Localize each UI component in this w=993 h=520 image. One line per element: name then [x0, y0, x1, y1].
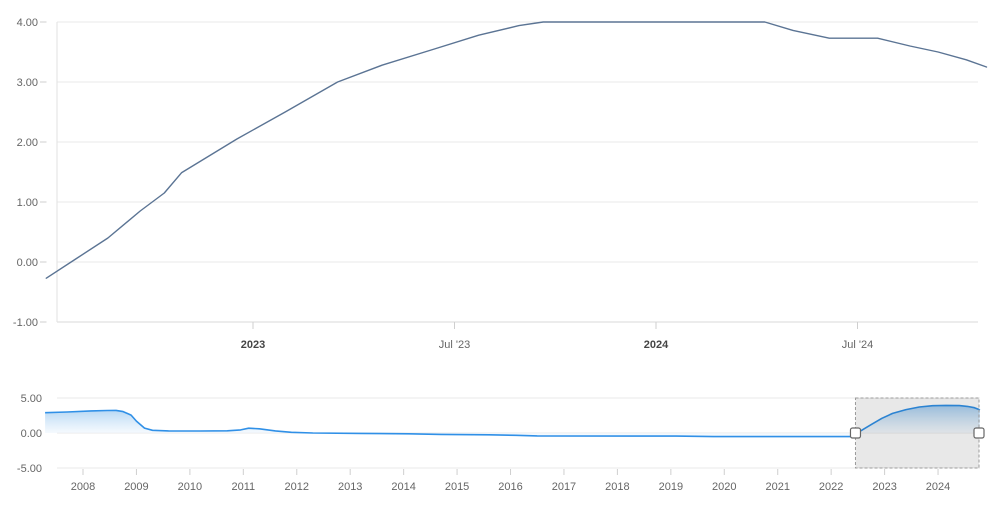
- nav-x-axis-label: 2024: [926, 481, 950, 493]
- navigator-series-line: [45, 404, 981, 438]
- main-x-axis-label: 2023: [241, 339, 265, 351]
- main-x-axis-label: Jul '24: [842, 339, 873, 351]
- nav-x-axis-label: 2022: [819, 481, 843, 493]
- nav-x-axis-label: 2013: [338, 481, 362, 493]
- nav-x-axis-label: 2018: [605, 481, 629, 493]
- nav-x-axis-label: 2011: [231, 481, 255, 493]
- main-y-axis-label: 3.00: [17, 77, 38, 89]
- main-y-axis-label: 1.00: [17, 197, 38, 209]
- main-x-axis-label: Jul '23: [439, 339, 470, 351]
- main-series-line: [45, 21, 988, 279]
- nav-x-axis-label: 2017: [552, 481, 576, 493]
- main-y-axis-label: -1.00: [13, 317, 38, 329]
- navigator-series-area: [45, 405, 981, 437]
- navigator[interactable]: 5.00 0.00 -5.00 2008 2009 2010 2011 2012 2013 201…: [17, 393, 985, 493]
- nav-x-axis-label: 2021: [765, 481, 789, 493]
- nav-x-axis-label: 2015: [445, 481, 469, 493]
- nav-x-axis-label: 2014: [391, 481, 415, 493]
- nav-x-axis-label: 2008: [71, 481, 95, 493]
- nav-y-axis-label: 5.00: [21, 393, 42, 405]
- nav-x-axis-label: 2009: [124, 481, 148, 493]
- main-y-axis-label: 2.00: [17, 137, 38, 149]
- navigator-selected-range[interactable]: [854, 397, 980, 469]
- main-y-axis-label: 0.00: [17, 257, 38, 269]
- nav-y-axis-label: 0.00: [21, 428, 42, 440]
- nav-x-axis-label: 2019: [659, 481, 683, 493]
- main-y-axis-label: 4.00: [17, 17, 38, 29]
- main-chart[interactable]: 4.00 3.00 2.00 1.00 0.00 -1.00 2023 Jul '23 2024…: [13, 17, 988, 351]
- nav-x-axis-label: 2016: [498, 481, 522, 493]
- nav-x-axis-label: 2012: [285, 481, 309, 493]
- navigator-left-handle[interactable]: [849, 427, 862, 439]
- nav-x-axis-label: 2023: [872, 481, 896, 493]
- nav-y-axis-label: -5.00: [17, 463, 42, 475]
- main-x-axis-label: 2024: [644, 339, 669, 351]
- navigator-right-handle[interactable]: [973, 427, 985, 439]
- nav-x-axis-label: 2010: [178, 481, 202, 493]
- nav-x-axis-label: 2020: [712, 481, 736, 493]
